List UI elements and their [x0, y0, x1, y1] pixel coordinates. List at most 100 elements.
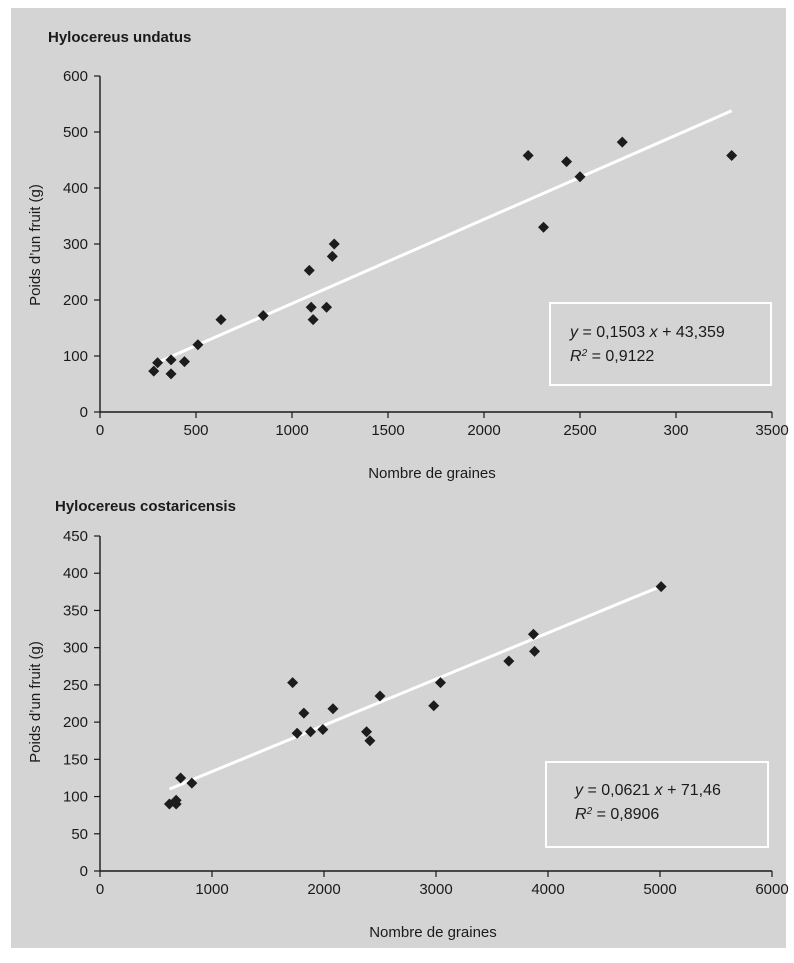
- data-point: [561, 156, 573, 168]
- r-sup: 2: [581, 348, 588, 359]
- y-tick-label: 250: [63, 677, 88, 694]
- eq-tail: + 71,46: [663, 782, 721, 799]
- r-value: = 0,9122: [587, 348, 654, 365]
- data-point: [152, 357, 164, 369]
- trendline: [153, 109, 733, 366]
- data-point: [186, 777, 198, 789]
- y-tick-label: 200: [63, 714, 88, 731]
- data-point: [574, 171, 586, 183]
- eq-tail: + 43,359: [658, 324, 725, 341]
- chart-hylocereus-undatus: Hylocereus undatus 0 100 200 300 400 500 600 0…: [27, 29, 789, 482]
- data-point: [655, 581, 667, 593]
- y-tick-label: 200: [63, 292, 88, 309]
- eq-y: y: [574, 782, 584, 799]
- x-tick-label: 2000: [307, 881, 340, 898]
- data-point: [305, 726, 317, 738]
- y-tick-label: 0: [80, 404, 88, 421]
- y-tick-label: 300: [63, 640, 88, 657]
- data-point: [148, 365, 160, 377]
- y-tick-label: 500: [63, 124, 88, 141]
- data-point: [616, 136, 628, 148]
- data-point: [428, 700, 440, 712]
- eq-part: = 0,1503: [578, 324, 650, 341]
- x-tick-label: 2000: [467, 422, 500, 439]
- data-point: [328, 238, 340, 250]
- y-tick-label: 400: [63, 565, 88, 582]
- data-point: [165, 354, 177, 366]
- y-axis-label: Poids d’un fruit (g): [27, 641, 44, 763]
- eq-x: x: [654, 782, 664, 799]
- y-tick-label: 300: [63, 236, 88, 253]
- x-tick-label: 500: [183, 422, 208, 439]
- x-tick-label: 4000: [531, 881, 564, 898]
- data-point: [305, 301, 317, 313]
- x-tick-label: 5000: [643, 881, 676, 898]
- data-point: [522, 150, 534, 162]
- data-point: [178, 356, 190, 368]
- data-point: [503, 655, 515, 667]
- data-point: [175, 772, 187, 784]
- data-point: [538, 221, 550, 233]
- data-point: [215, 314, 227, 326]
- equation-box: [545, 761, 769, 848]
- x-tick-label: 0: [96, 881, 104, 898]
- y-tick-label: 400: [63, 180, 88, 197]
- eq-part: = 0,0621: [583, 782, 655, 799]
- x-tick-label: 1500: [371, 422, 404, 439]
- chart-title: Hylocereus undatus: [48, 29, 191, 46]
- trendline-equation: y = 0,1503 x + 43,359: [569, 324, 725, 341]
- x-tick-label: 3500: [755, 422, 788, 439]
- equation-box: [549, 302, 772, 386]
- data-point: [287, 677, 299, 689]
- x-tick-label: 6000: [755, 881, 788, 898]
- figure-background: [11, 8, 786, 948]
- y-tick-label: 0: [80, 863, 88, 880]
- data-point: [165, 368, 177, 380]
- data-point: [326, 250, 338, 262]
- r-sup: 2: [586, 806, 593, 817]
- data-point: [192, 339, 204, 351]
- y-tick-label: 50: [71, 826, 88, 843]
- y-tick-label: 100: [63, 789, 88, 806]
- data-point: [321, 301, 333, 313]
- x-tick-label: 3000: [419, 881, 452, 898]
- r-letter: R: [575, 806, 587, 823]
- r-squared: R2 = 0,8906: [575, 806, 659, 824]
- data-point: [303, 264, 315, 276]
- trendline-equation: y = 0,0621 x + 71,46: [574, 782, 721, 799]
- x-tick-label: 0: [96, 422, 104, 439]
- data-point: [527, 628, 539, 640]
- chart-hylocereus-costaricensis: Hylocereus costaricensis 050100150200250…: [27, 498, 789, 941]
- r-value: = 0,8906: [592, 806, 659, 823]
- x-axis-label: Nombre de graines: [369, 924, 497, 941]
- data-point: [327, 703, 339, 715]
- data-point: [434, 677, 446, 689]
- data-point: [317, 724, 329, 736]
- data-point: [307, 314, 319, 326]
- r-letter: R: [570, 348, 582, 365]
- y-tick-label: 100: [63, 348, 88, 365]
- data-point: [529, 645, 541, 657]
- x-tick-label: 300: [663, 422, 688, 439]
- x-tick-label: 2500: [563, 422, 596, 439]
- y-axis-label: Poids d’un fruit (g): [27, 184, 44, 306]
- chart-title: Hylocereus costaricensis: [55, 498, 236, 515]
- x-axis-label: Nombre de graines: [368, 465, 496, 482]
- data-point: [364, 735, 376, 747]
- y-tick-label: 450: [63, 528, 88, 545]
- data-point: [291, 727, 303, 739]
- data-point: [726, 150, 738, 162]
- y-tick-label: 150: [63, 751, 88, 768]
- x-tick-label: 1000: [275, 422, 308, 439]
- y-tick-label: 350: [63, 602, 88, 619]
- data-point: [374, 690, 386, 702]
- y-tick-label: 600: [63, 68, 88, 85]
- r-squared: R2 = 0,9122: [570, 348, 654, 366]
- x-tick-label: 1000: [195, 881, 228, 898]
- eq-y: y: [569, 324, 579, 341]
- trendline: [168, 584, 662, 791]
- data-point: [361, 726, 373, 738]
- data-point: [170, 794, 182, 806]
